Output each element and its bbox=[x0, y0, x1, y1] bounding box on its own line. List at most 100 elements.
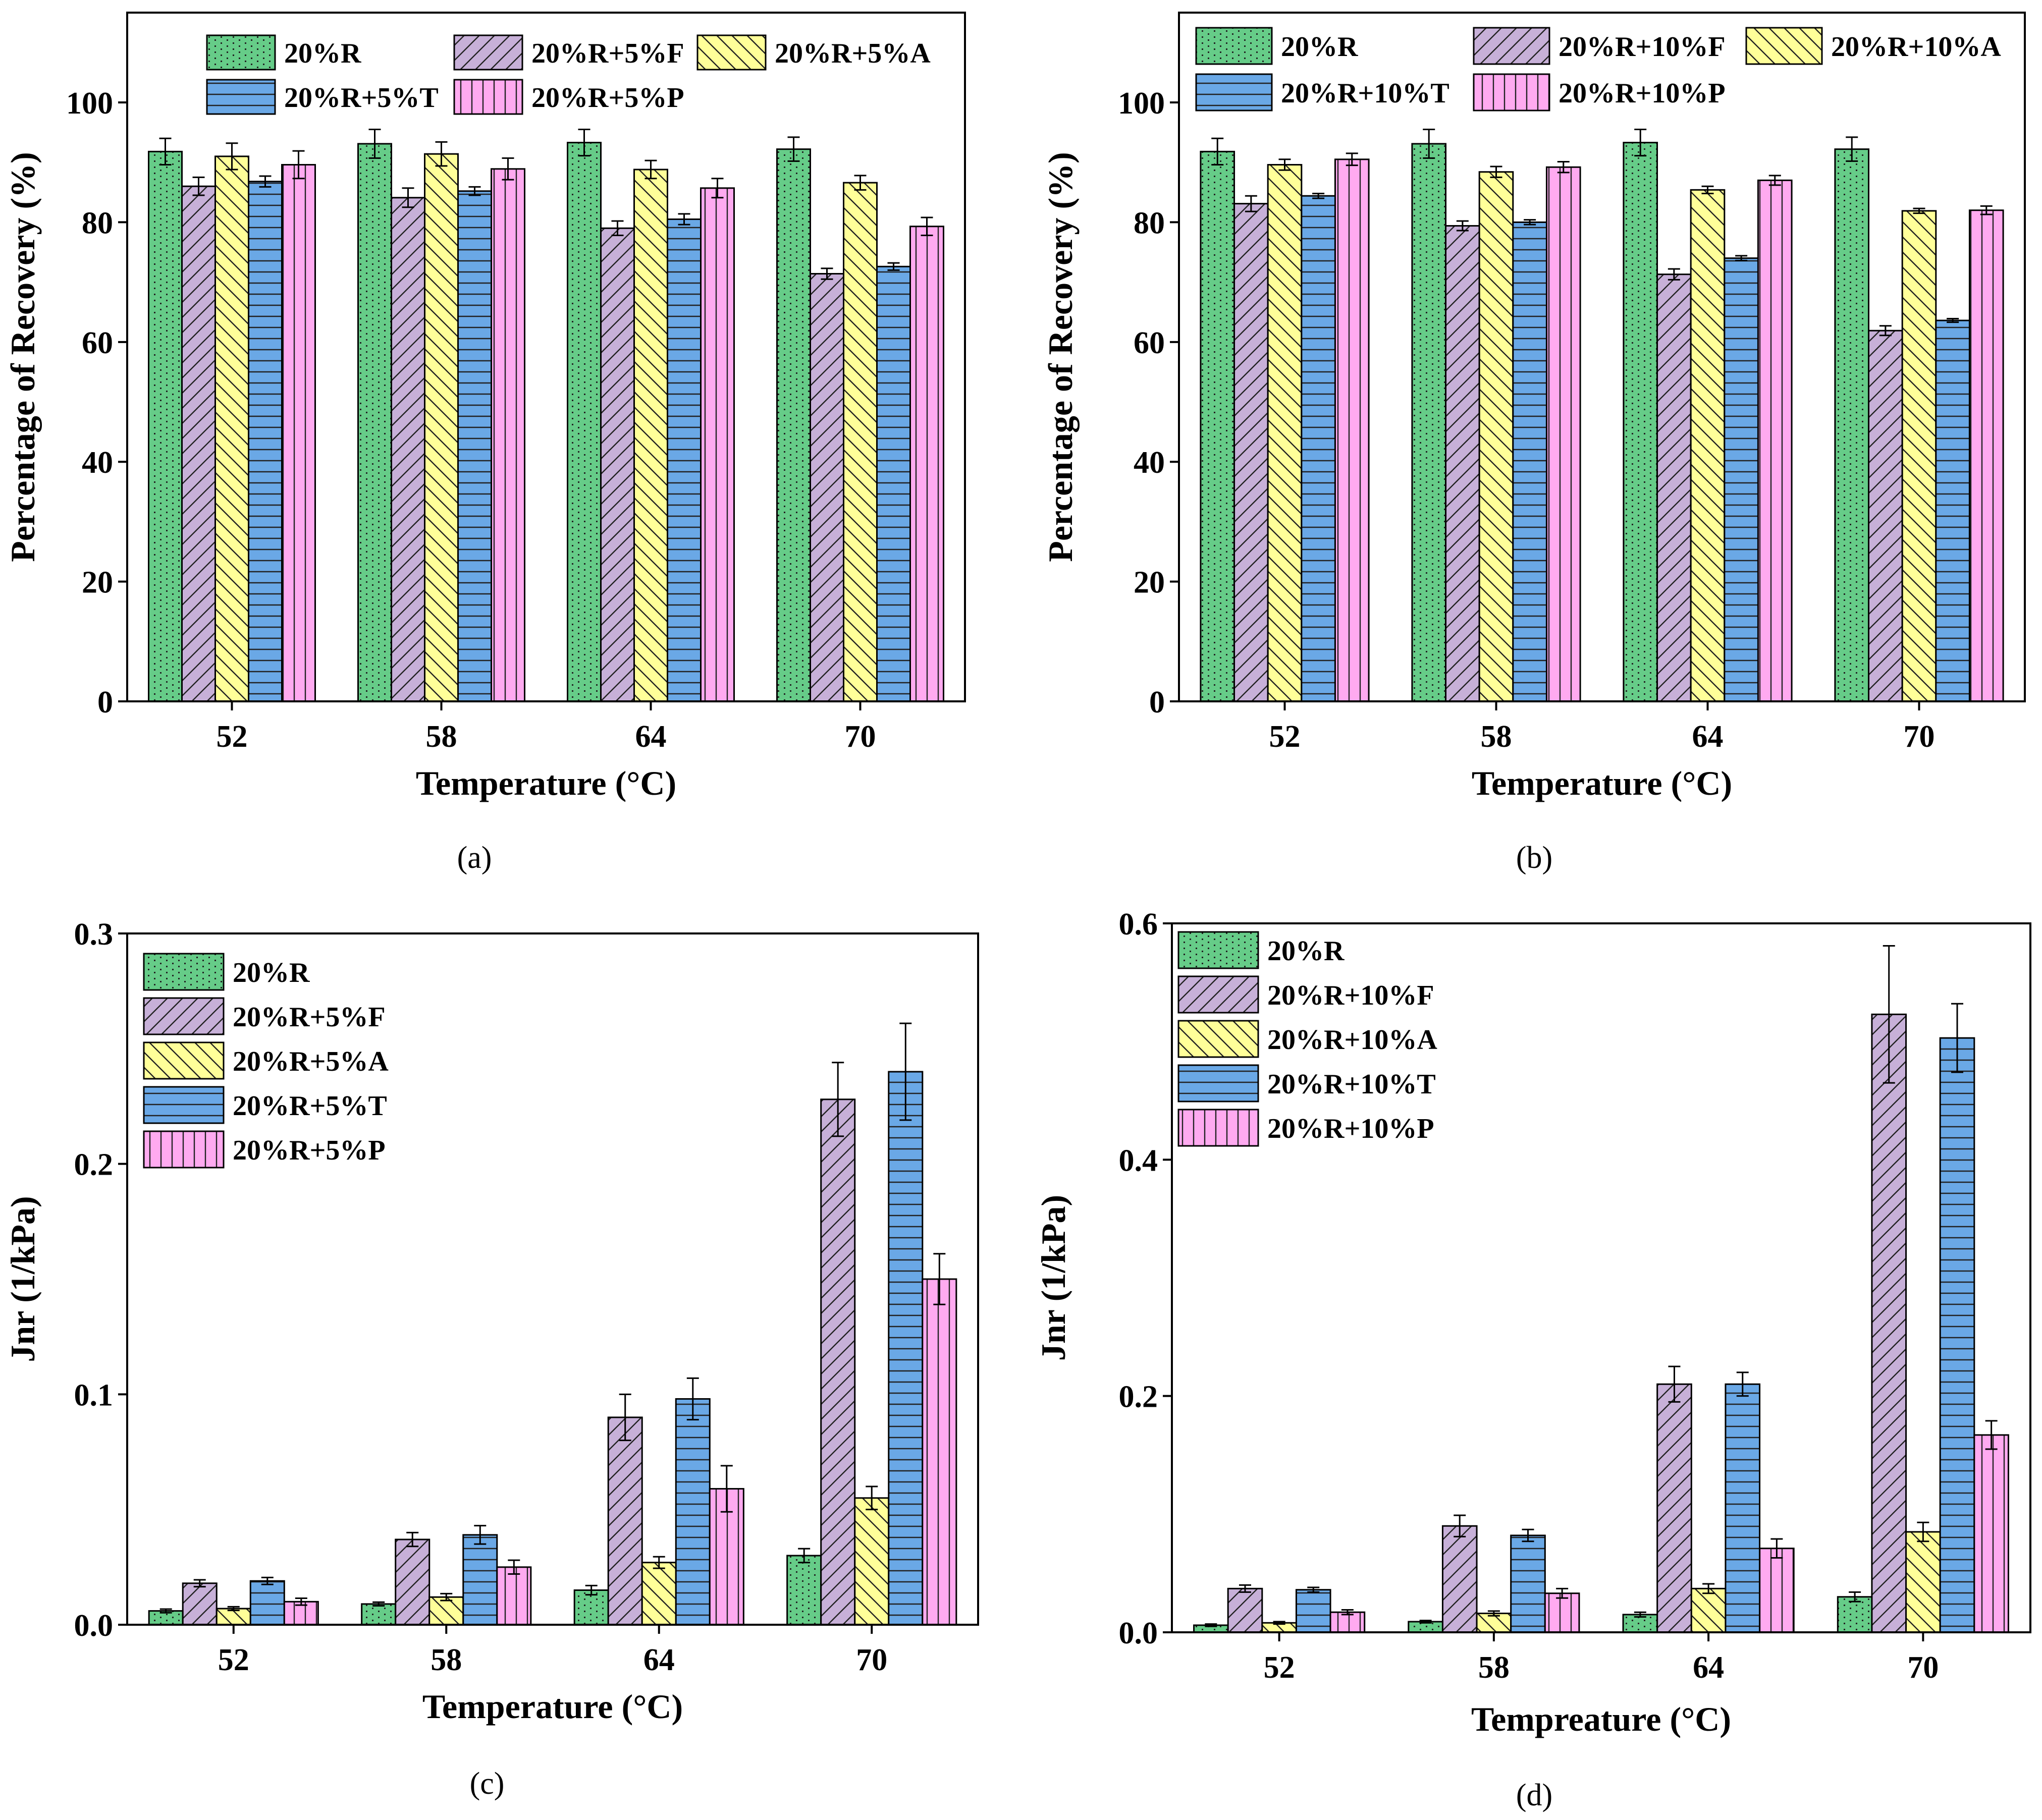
x-tick-label-d-70: 70 bbox=[1907, 1650, 1939, 1685]
bar-d-20%R+10%F-70 bbox=[1871, 1013, 1907, 1633]
legend-swatch bbox=[1177, 975, 1259, 1014]
error-bar-a-20%R-52 bbox=[159, 137, 172, 166]
legend-swatch bbox=[1177, 1064, 1259, 1102]
legend-swatch bbox=[143, 1086, 225, 1124]
y-tick-label-c-3: 0.3 bbox=[74, 917, 114, 952]
bar-b-20%R-58 bbox=[1411, 143, 1447, 702]
error-bar-c-20%R-64 bbox=[585, 1584, 598, 1596]
x-tick-label-c-70: 70 bbox=[856, 1643, 887, 1677]
error-bar-a-20%R+5%P-52 bbox=[292, 150, 305, 180]
bar-a-20%R+5%F-70 bbox=[810, 273, 844, 702]
bar-a-20%R-70 bbox=[776, 148, 811, 702]
error-bar-d-20%R+10%A-64 bbox=[1702, 1583, 1715, 1594]
bar-c-20%R+5%T-52 bbox=[249, 1580, 285, 1626]
legend-item-b-20%R+10%T: 20%R+10%T bbox=[1195, 73, 1449, 112]
y-tick-label-a-5: 100 bbox=[66, 86, 113, 121]
error-bar-a-20%R+5%T-52 bbox=[259, 175, 272, 188]
legend-item-d-20%R+10%P: 20%R+10%P bbox=[1177, 1109, 1434, 1147]
x-tick-label-b-52: 52 bbox=[1269, 720, 1301, 754]
error-bar-c-20%R-70 bbox=[798, 1548, 811, 1564]
legend-item-b-20%R: 20%R bbox=[1195, 27, 1358, 65]
bar-b-20%R+10%T-52 bbox=[1301, 195, 1336, 702]
bar-b-20%R-64 bbox=[1623, 142, 1658, 702]
legend-label: 20%R+10%T bbox=[1267, 1069, 1436, 1100]
error-bar-a-20%R-64 bbox=[578, 128, 590, 157]
error-bar-c-20%R+5%F-52 bbox=[193, 1579, 206, 1588]
error-bar-d-20%R-70 bbox=[1849, 1591, 1861, 1603]
error-bar-c-20%R+5%T-58 bbox=[474, 1525, 487, 1545]
error-bar-d-20%R+10%T-58 bbox=[1522, 1528, 1534, 1542]
legend-label: 20%R+5%A bbox=[233, 1046, 389, 1077]
error-bar-b-20%R-70 bbox=[1846, 136, 1858, 162]
chart-panel-b: 0 20 40 60 80 100 52 58 64 70 Temperature (°C) Perc… bbox=[1041, 12, 2026, 875]
bar-a-20%R+5%F-64 bbox=[600, 227, 635, 702]
y-tick-label-b-2: 40 bbox=[1134, 446, 1165, 480]
legend-item-c-20%R: 20%R bbox=[143, 953, 310, 991]
bar-c-20%R+5%T-58 bbox=[462, 1534, 498, 1626]
x-tick-label-c-52: 52 bbox=[218, 1643, 249, 1677]
error-bar-c-20%R+5%T-52 bbox=[261, 1576, 274, 1585]
error-bar-b-20%R+10%T-52 bbox=[1312, 192, 1325, 199]
legend-label: 20%R+5%A bbox=[775, 38, 931, 69]
error-bar-d-20%R+10%A-52 bbox=[1273, 1621, 1285, 1625]
error-bar-d-20%R+10%A-58 bbox=[1487, 1610, 1500, 1617]
chart-panel-a: 0 20 40 60 80 100 52 58 64 70 Temperature (°C) Perc… bbox=[4, 12, 966, 875]
bar-c-20%R+5%F-64 bbox=[607, 1416, 643, 1626]
bar-b-20%R+10%P-58 bbox=[1545, 166, 1581, 702]
error-bar-d-20%R-52 bbox=[1205, 1623, 1217, 1627]
legend-item-c-20%R+5%F: 20%R+5%F bbox=[143, 997, 386, 1035]
error-bar-b-20%R+10%T-70 bbox=[1947, 318, 1959, 323]
bar-d-20%R+10%A-64 bbox=[1690, 1587, 1727, 1633]
chart-panel-d: 0.0 0.2 0.4 0.6 52 58 64 70 Tempreature (°C) Jnr … bbox=[1034, 907, 2031, 1812]
error-bar-a-20%R+5%A-70 bbox=[854, 175, 867, 191]
bar-a-20%R+5%F-58 bbox=[391, 197, 425, 702]
bar-b-20%R+10%F-58 bbox=[1445, 225, 1480, 702]
error-bar-d-20%R-64 bbox=[1634, 1611, 1646, 1618]
error-bar-b-20%R+10%P-58 bbox=[1557, 161, 1570, 174]
bar-a-20%R+5%T-70 bbox=[876, 265, 911, 702]
bar-a-20%R-52 bbox=[148, 150, 183, 702]
error-bar-b-20%R-58 bbox=[1423, 128, 1435, 159]
bar-b-20%R-70 bbox=[1834, 148, 1870, 702]
bar-b-20%R+10%A-64 bbox=[1690, 189, 1726, 702]
error-bar-b-20%R+10%T-64 bbox=[1735, 255, 1748, 261]
bar-a-20%R+5%T-52 bbox=[248, 181, 283, 702]
error-bar-d-20%R+10%T-64 bbox=[1736, 1371, 1749, 1397]
bar-d-20%R+10%P-64 bbox=[1759, 1548, 1795, 1633]
x-tick-label-d-52: 52 bbox=[1264, 1650, 1295, 1685]
error-bar-a-20%R+5%A-64 bbox=[644, 159, 657, 180]
bar-d-20%R+10%F-58 bbox=[1441, 1525, 1478, 1633]
legend-item-a-20%R+5%P: 20%R+5%P bbox=[453, 79, 684, 115]
plot-frame-c bbox=[126, 932, 979, 1626]
y-tick-label-d-0: 0.0 bbox=[1119, 1616, 1158, 1650]
x-axis-title-d: Tempreature (°C) bbox=[1471, 1700, 1731, 1738]
bar-b-20%R+10%F-70 bbox=[1868, 329, 1903, 702]
bar-c-20%R+5%F-70 bbox=[820, 1098, 856, 1626]
error-bar-d-20%R+10%F-58 bbox=[1454, 1514, 1466, 1537]
y-tick-label-b-3: 60 bbox=[1134, 326, 1165, 360]
bar-a-20%R-64 bbox=[567, 142, 602, 702]
error-bar-c-20%R+5%A-64 bbox=[653, 1556, 665, 1569]
error-bar-d-20%R+10%P-52 bbox=[1341, 1609, 1354, 1616]
bar-b-20%R+10%A-58 bbox=[1478, 171, 1514, 702]
legend-item-a-20%R+5%T: 20%R+5%T bbox=[206, 79, 439, 115]
bar-d-20%R+10%A-70 bbox=[1905, 1531, 1941, 1633]
y-tick-label-a-1: 20 bbox=[82, 566, 113, 600]
legend-label: 20%R+10%F bbox=[1559, 31, 1726, 63]
legend-swatch bbox=[143, 1041, 225, 1080]
legend-swatch bbox=[453, 34, 523, 71]
x-tick-label-a-70: 70 bbox=[845, 720, 876, 754]
bar-a-20%R-58 bbox=[357, 143, 392, 702]
error-bar-c-20%R+5%F-64 bbox=[619, 1393, 631, 1442]
bar-b-20%R+10%F-64 bbox=[1656, 273, 1692, 702]
error-bar-c-20%R+5%P-64 bbox=[720, 1465, 733, 1513]
legend-item-c-20%R+5%A: 20%R+5%A bbox=[143, 1041, 389, 1080]
bar-b-20%R+10%P-70 bbox=[1968, 209, 2004, 702]
error-bar-b-20%R+10%A-64 bbox=[1701, 185, 1714, 194]
bar-d-20%R+10%F-64 bbox=[1656, 1383, 1692, 1633]
bar-a-20%R+5%P-58 bbox=[491, 168, 525, 702]
bar-c-20%R+5%A-70 bbox=[854, 1497, 890, 1626]
error-bar-d-20%R+10%T-70 bbox=[1951, 1003, 1964, 1073]
legend-label: 20%R bbox=[284, 38, 361, 69]
